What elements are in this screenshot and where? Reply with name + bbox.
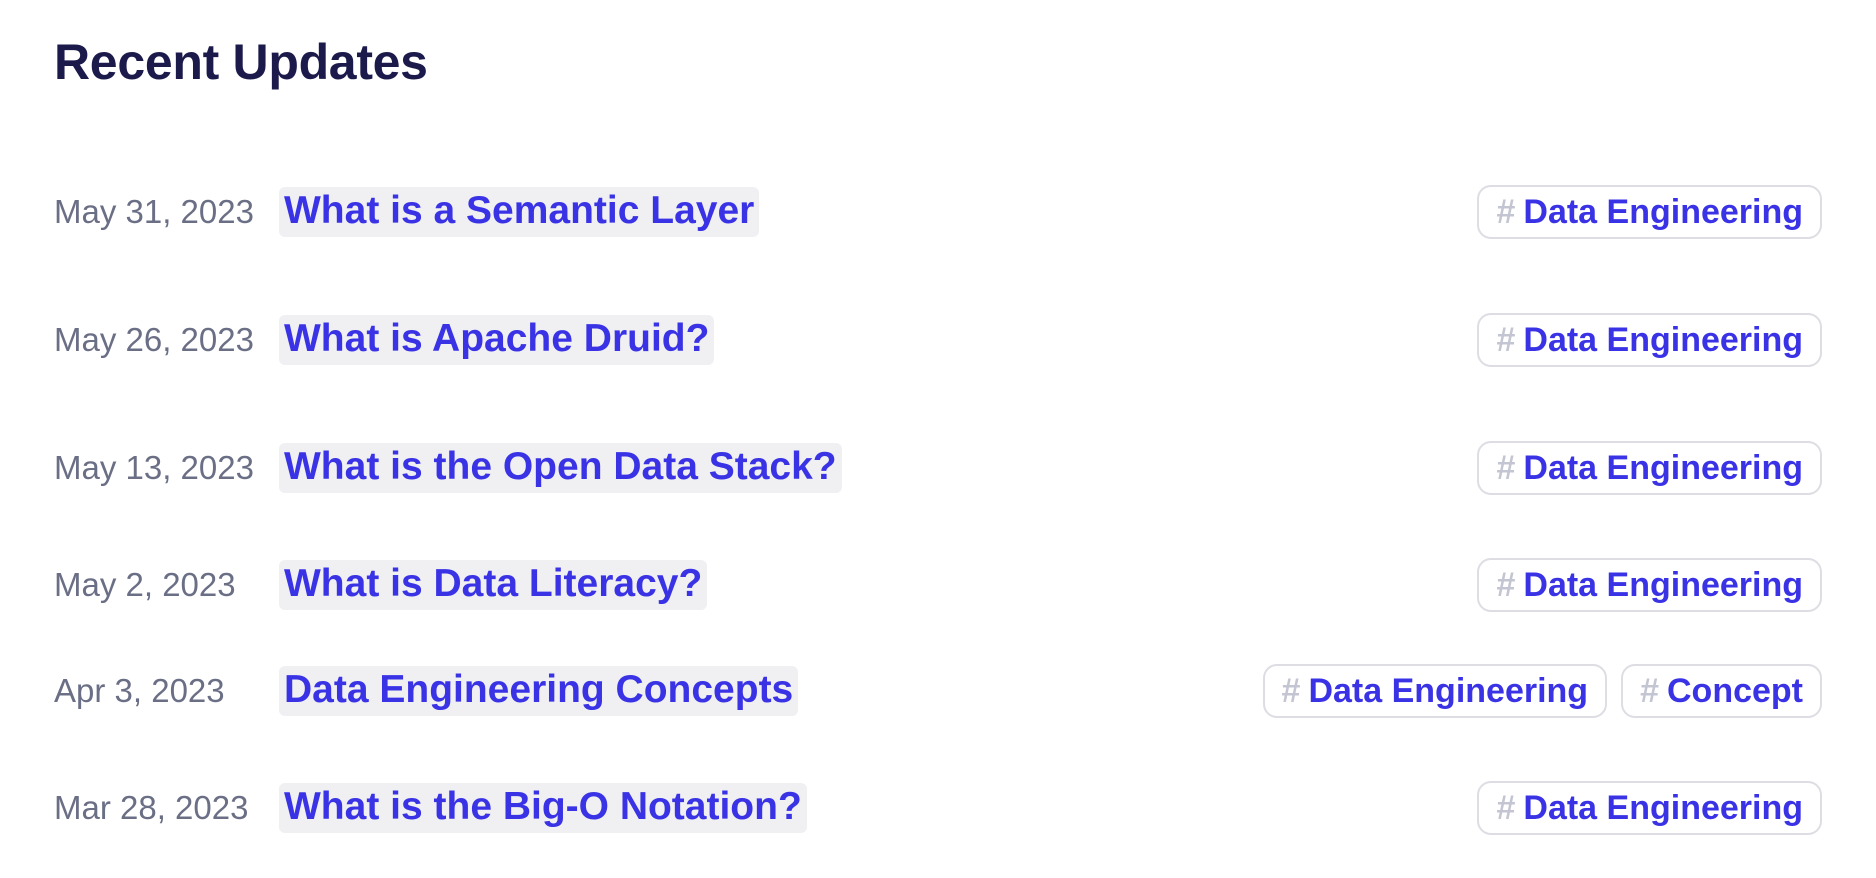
list-item: May 26, 2023 What is Apache Druid? # Dat… [54,276,1822,404]
tag-label: Concept [1667,671,1803,710]
updates-list: May 31, 2023 What is a Semantic Layer # … [54,148,1822,872]
update-title-link[interactable]: Data Engineering Concepts [279,666,799,716]
hash-icon: # [1640,671,1659,710]
tag-list: # Data Engineering [1477,313,1822,367]
list-item: Apr 3, 2023 Data Engineering Concepts # … [54,638,1822,744]
tag-label: Data Engineering [1523,565,1803,604]
hash-icon: # [1496,320,1516,359]
update-title-link[interactable]: What is the Open Data Stack? [279,443,842,493]
tag-label: Data Engineering [1523,192,1803,231]
tag-list: # Data Engineering # Concept [1262,664,1822,718]
page-title: Recent Updates [54,34,428,90]
list-item: May 13, 2023 What is the Open Data Stack… [54,404,1822,532]
update-title-link[interactable]: What is Data Literacy? [279,560,708,610]
tag-chip[interactable]: # Data Engineering [1262,664,1608,718]
hash-icon: # [1281,671,1301,710]
tag-label: Data Engineering [1523,448,1803,487]
tag-chip[interactable]: # Data Engineering [1477,185,1822,239]
tag-chip[interactable]: # Data Engineering [1477,313,1822,367]
tag-label: Data Engineering [1523,320,1803,359]
tag-chip[interactable]: # Data Engineering [1477,781,1822,835]
tag-label: Data Engineering [1308,671,1589,710]
tag-list: # Data Engineering [1477,185,1822,239]
tag-list: # Data Engineering [1477,781,1822,835]
update-title-link[interactable]: What is the Big-O Notation? [279,783,807,833]
update-date: Apr 3, 2023 [54,672,225,709]
list-item: Mar 28, 2023 What is the Big-O Notation?… [54,744,1822,872]
hash-icon: # [1496,565,1516,604]
hash-icon: # [1496,448,1516,487]
hash-icon: # [1496,192,1516,231]
update-date: Mar 28, 2023 [54,789,249,826]
update-date: May 26, 2023 [54,321,254,358]
update-title-link[interactable]: What is Apache Druid? [279,315,715,365]
hash-icon: # [1496,788,1516,827]
tag-chip[interactable]: # Data Engineering [1477,558,1822,612]
update-title-link[interactable]: What is a Semantic Layer [279,187,760,237]
update-date: May 13, 2023 [54,449,254,486]
tag-chip[interactable]: # Concept [1621,664,1822,718]
tag-chip[interactable]: # Data Engineering [1477,441,1822,495]
list-item: May 31, 2023 What is a Semantic Layer # … [54,148,1822,276]
tag-list: # Data Engineering [1477,558,1822,612]
tag-list: # Data Engineering [1477,441,1822,495]
update-date: May 2, 2023 [54,566,236,603]
update-date: May 31, 2023 [54,193,254,230]
tag-label: Data Engineering [1523,788,1803,827]
list-item: May 2, 2023 What is Data Literacy? # Dat… [54,532,1822,638]
recent-updates-section: Recent Updates May 31, 2023 What is a Se… [54,0,1822,835]
